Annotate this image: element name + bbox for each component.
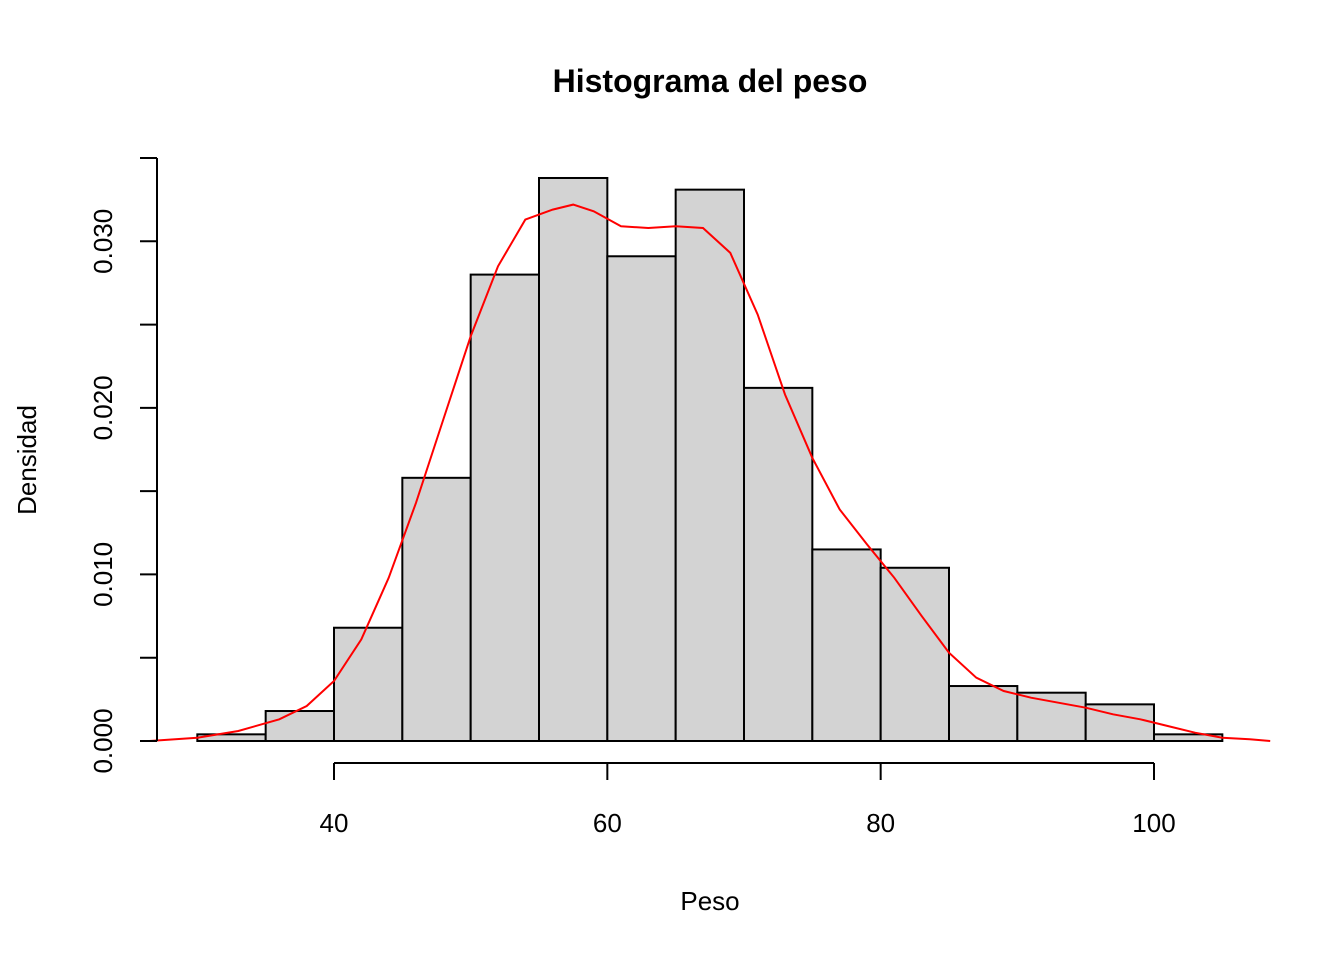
y-axis-label: Densidad: [12, 405, 42, 515]
histogram-bar: [333, 626, 404, 743]
density-curve: [149, 203, 1271, 742]
x-axis: 40 60 80 100: [320, 762, 1176, 838]
histogram-bars: [196, 176, 1224, 743]
histogram-bar: [811, 548, 882, 743]
y-tick-label: 0.020: [88, 375, 118, 440]
y-tick-label: 0.010: [88, 542, 118, 607]
histogram-bar: [879, 566, 951, 742]
x-tick-label: 80: [866, 808, 895, 838]
histogram-bar: [948, 685, 1019, 743]
x-axis-label: Peso: [680, 886, 739, 916]
x-tick-label: 40: [320, 808, 349, 838]
histogram-bar: [538, 176, 609, 742]
histogram-bar: [401, 476, 472, 742]
histogram-bar: [469, 273, 540, 742]
histogram-bar: [743, 386, 814, 742]
x-tick-label: 60: [593, 808, 622, 838]
histogram-bar: [1016, 691, 1087, 742]
y-tick-label: 0.000: [88, 708, 118, 773]
histogram-bar: [606, 255, 677, 742]
y-tick-label: 0.030: [88, 209, 118, 274]
x-tick-label: 100: [1132, 808, 1175, 838]
chart-title: Histograma del peso: [553, 63, 868, 99]
y-axis: 0.000 0.010 0.020 0.030: [88, 157, 158, 774]
histogram-bar: [264, 710, 335, 743]
histogram-bar: [674, 188, 746, 743]
